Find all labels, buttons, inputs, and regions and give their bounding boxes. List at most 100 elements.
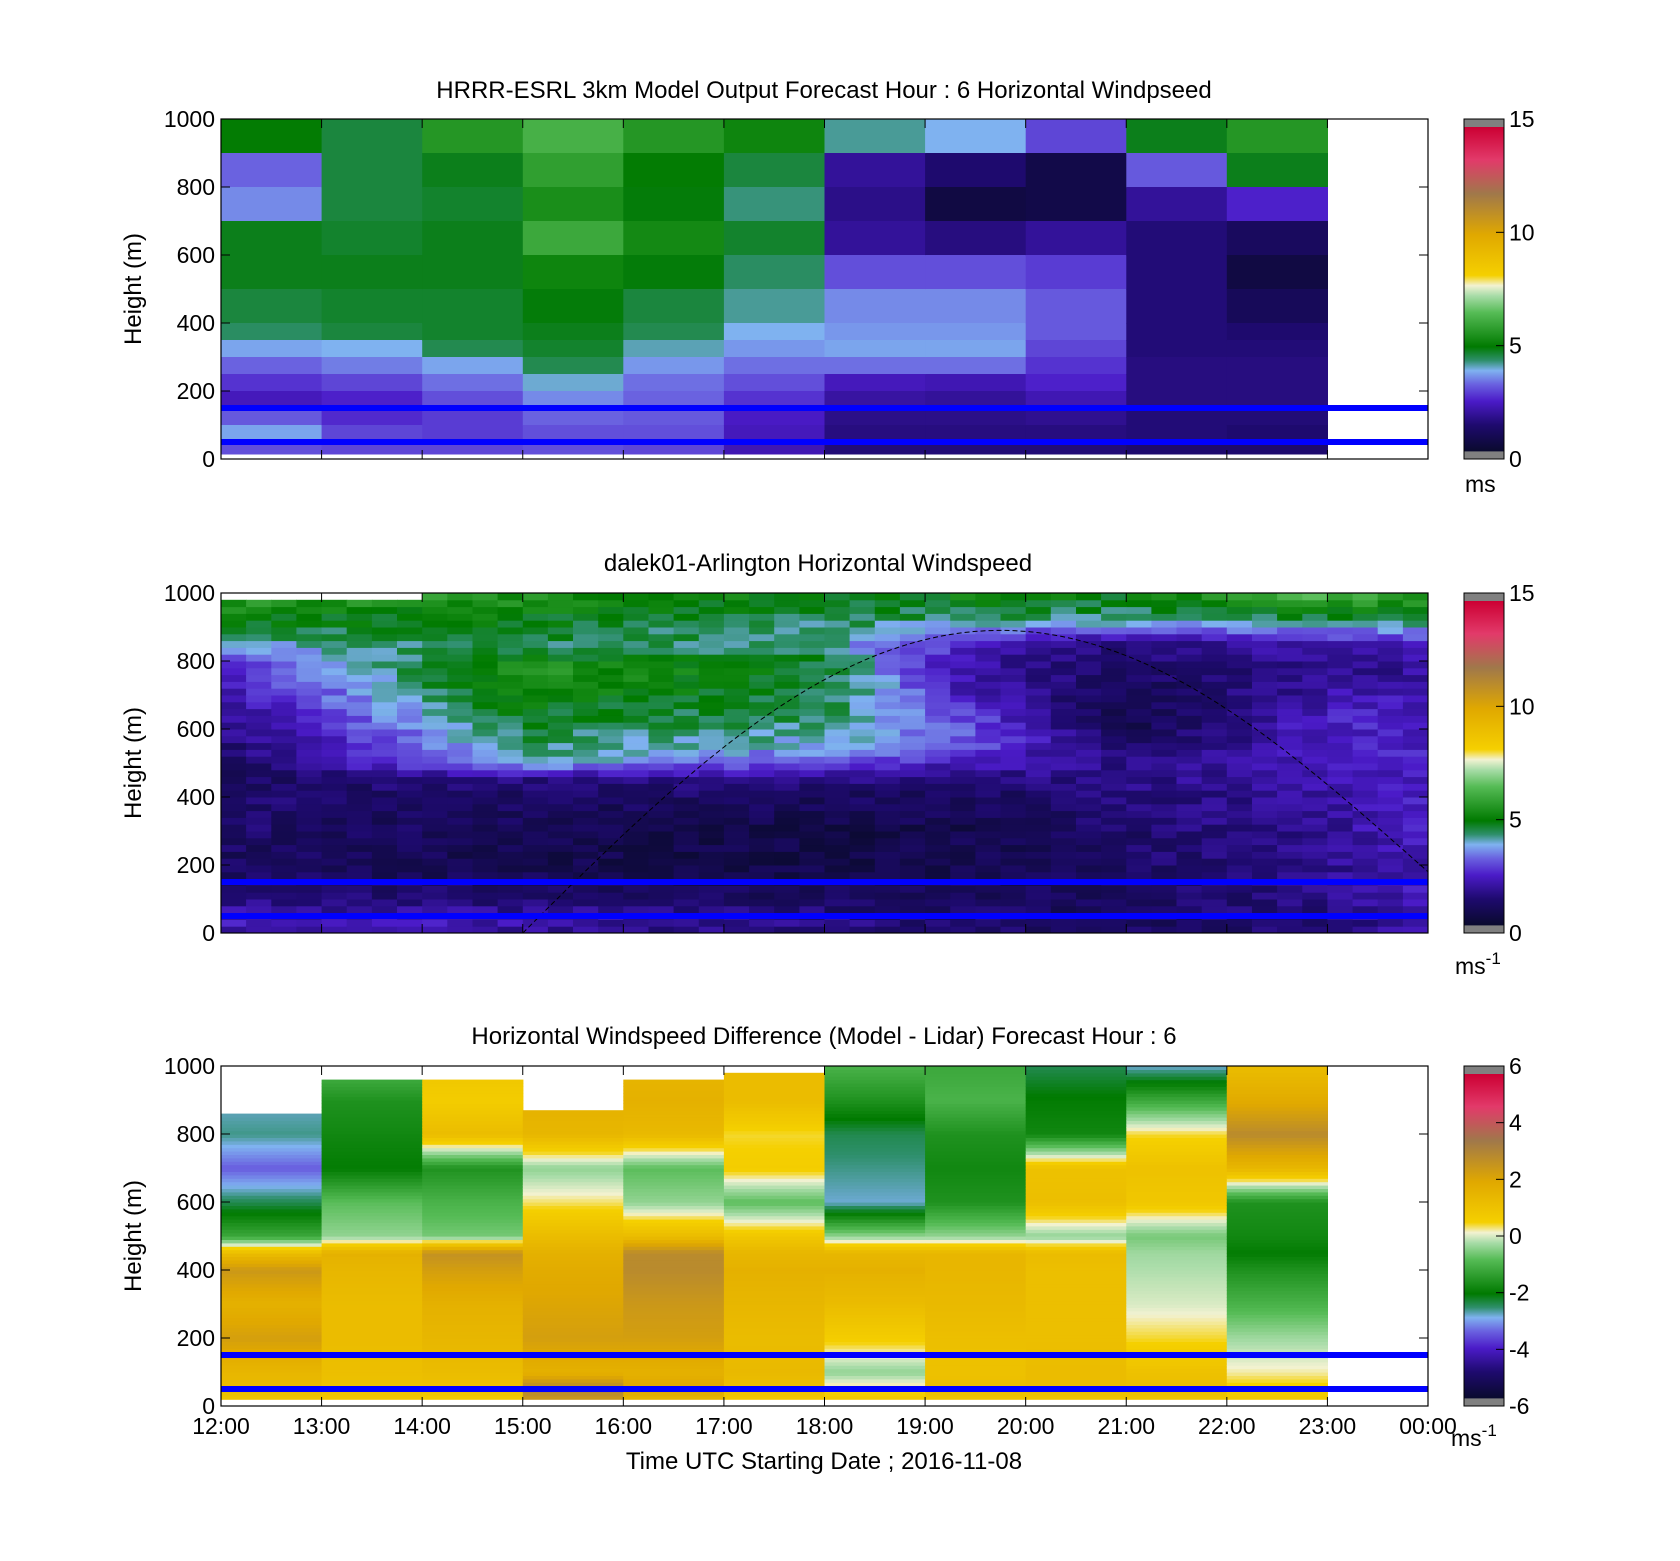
heatmap-cell xyxy=(1126,926,1152,933)
heatmap-cell xyxy=(849,633,876,642)
heatmap-cell xyxy=(422,1263,524,1268)
heatmap-cell xyxy=(221,1188,323,1193)
heatmap-cell xyxy=(849,701,876,710)
heatmap-cell xyxy=(824,708,851,716)
heatmap-cell xyxy=(623,1236,725,1240)
heatmap-cell xyxy=(321,1324,423,1329)
heatmap-cell xyxy=(874,735,901,744)
heatmap-cell xyxy=(422,729,448,737)
heatmap-cell xyxy=(899,593,926,601)
heatmap-cell xyxy=(522,803,549,812)
heatmap-cell xyxy=(1226,1283,1328,1288)
heatmap-cell xyxy=(1402,681,1428,689)
heatmap-cell xyxy=(698,735,725,744)
heatmap-cell xyxy=(1176,715,1203,723)
heatmap-cell xyxy=(598,919,624,927)
heatmap-cell xyxy=(598,926,624,933)
heatmap-cell xyxy=(824,1113,926,1118)
heatmap-cell xyxy=(1252,674,1278,682)
heatmap-cell xyxy=(1277,633,1303,642)
heatmap-cell xyxy=(623,1361,725,1366)
heatmap-cell xyxy=(1025,1358,1127,1363)
heatmap-cell xyxy=(497,708,524,716)
heatmap-cell xyxy=(497,661,524,669)
heatmap-cell xyxy=(422,1083,524,1087)
heatmap-cell xyxy=(1226,708,1253,716)
heatmap-cell xyxy=(346,599,373,608)
heatmap-cell xyxy=(975,790,1001,798)
heatmap-cell xyxy=(1101,715,1127,723)
heatmap-cell xyxy=(397,756,423,764)
heatmap-cell xyxy=(397,681,423,689)
heatmap-cell xyxy=(472,871,499,880)
heatmap-cell xyxy=(1352,674,1379,682)
heatmap-cell xyxy=(246,865,272,873)
heatmap-cell xyxy=(723,1195,826,1200)
heatmap-cell xyxy=(321,1171,423,1176)
heatmap-cell xyxy=(547,667,574,676)
heatmap-cell xyxy=(1000,742,1027,750)
heatmap-cell xyxy=(1025,756,1052,764)
heatmap-cell xyxy=(1126,1191,1228,1196)
heatmap-cell xyxy=(1025,858,1052,866)
heatmap-cell xyxy=(497,667,524,676)
heatmap-cell xyxy=(1126,1327,1228,1332)
heatmap-cell xyxy=(1327,797,1353,805)
heatmap-cell xyxy=(1126,1242,1228,1247)
heatmap-cell xyxy=(824,640,851,648)
heatmap-cell xyxy=(723,1338,826,1342)
heatmap-cell xyxy=(321,667,348,676)
heatmap-cell xyxy=(1176,695,1203,703)
heatmap-cell xyxy=(673,620,700,628)
heatmap-cell xyxy=(346,919,373,927)
heatmap-cell xyxy=(925,1100,1027,1104)
heatmap-cell xyxy=(447,844,473,852)
heatmap-cell xyxy=(774,783,800,791)
heatmap-cell xyxy=(221,1378,323,1383)
heatmap-cell xyxy=(447,803,473,812)
heatmap-cell xyxy=(1201,599,1228,608)
colorbar-unit-difference: ms-1 xyxy=(1451,1421,1497,1451)
heatmap-cell xyxy=(799,688,825,696)
heatmap-cell xyxy=(1402,715,1428,723)
heatmap-cell xyxy=(422,919,448,927)
heatmap-cell xyxy=(1226,1259,1328,1264)
heatmap-cell xyxy=(749,647,775,655)
heatmap-cell xyxy=(1076,613,1102,621)
heatmap-cell xyxy=(397,708,423,716)
colorbar-lidar xyxy=(1463,592,1505,934)
heatmap-cell xyxy=(874,688,901,696)
heatmap-cell xyxy=(723,844,750,852)
heatmap-cell xyxy=(849,817,876,825)
heatmap-cell xyxy=(447,892,473,900)
heatmap-cell xyxy=(899,654,926,662)
heatmap-cell xyxy=(623,905,649,914)
heatmap-cell xyxy=(723,865,750,873)
heatmap-cell xyxy=(1025,749,1052,757)
heatmap-cell xyxy=(422,1256,524,1261)
heatmap-cell xyxy=(1126,790,1152,798)
heatmap-cell xyxy=(1126,824,1152,832)
heatmap-cell xyxy=(1076,797,1102,805)
heatmap-cell xyxy=(221,1232,323,1237)
heatmap-cell xyxy=(1252,776,1278,784)
heatmap-cell xyxy=(1252,729,1278,737)
heatmap-cell xyxy=(648,606,675,614)
heatmap-cell xyxy=(271,763,297,771)
heatmap-cell xyxy=(497,810,524,818)
heatmap-cell xyxy=(899,851,926,859)
heatmap-cell xyxy=(975,688,1001,696)
heatmap-cell xyxy=(723,1287,826,1291)
heatmap-cell xyxy=(824,425,926,443)
heatmap-cell xyxy=(246,756,272,764)
heatmap-cell xyxy=(522,661,549,669)
heatmap-cell xyxy=(497,797,524,805)
heatmap-cell xyxy=(246,810,272,818)
heatmap-cell xyxy=(522,1287,624,1291)
heatmap-cell xyxy=(221,620,247,628)
heatmap-cell xyxy=(598,640,624,648)
heatmap-cell xyxy=(1277,871,1303,880)
heatmap-cell xyxy=(497,899,524,907)
heatmap-cell xyxy=(1126,851,1152,859)
